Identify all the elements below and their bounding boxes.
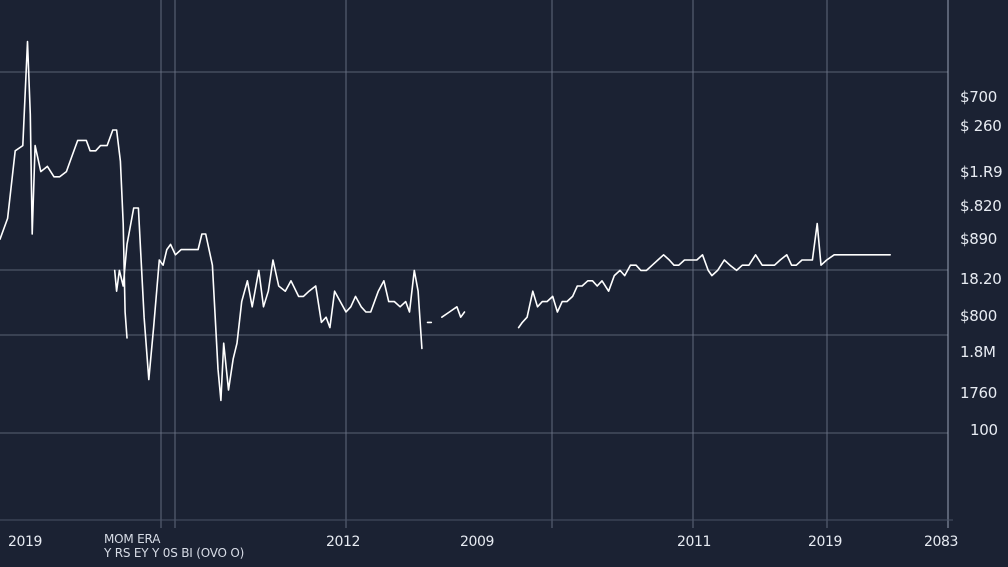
series-line-segment — [441, 306, 466, 318]
y-tick-label: 1760 — [960, 384, 997, 402]
chart-caption-line-1: MOM ERA — [104, 532, 161, 546]
x-tick-label: 2083 — [924, 534, 959, 550]
y-tick-label: 100 — [970, 421, 998, 439]
x-tick-label: 2011 — [677, 534, 712, 550]
chart-caption-line-2: Y RS EY Y 0S BI (OVO O) — [104, 546, 245, 560]
y-tick-label: $1.R9 — [960, 163, 1003, 181]
y-tick-label: 1.8M — [960, 343, 996, 361]
series-line-segment — [113, 207, 423, 402]
x-tick-label: 2019 — [808, 534, 843, 550]
series-line-segment — [0, 40, 128, 339]
y-tick-label: $700 — [960, 88, 997, 106]
x-tick-label: 2012 — [326, 534, 361, 550]
x-tick-label: 2019 — [8, 534, 43, 550]
y-tick-label: $800 — [960, 307, 997, 325]
y-tick-label: $890 — [960, 230, 997, 248]
series-line-segment — [517, 222, 891, 329]
y-tick-label: $.820 — [960, 197, 1002, 215]
y-tick-label: $ 260 — [960, 117, 1002, 135]
x-tick-label: 2009 — [460, 534, 495, 550]
y-tick-label: 18.20 — [960, 270, 1002, 288]
